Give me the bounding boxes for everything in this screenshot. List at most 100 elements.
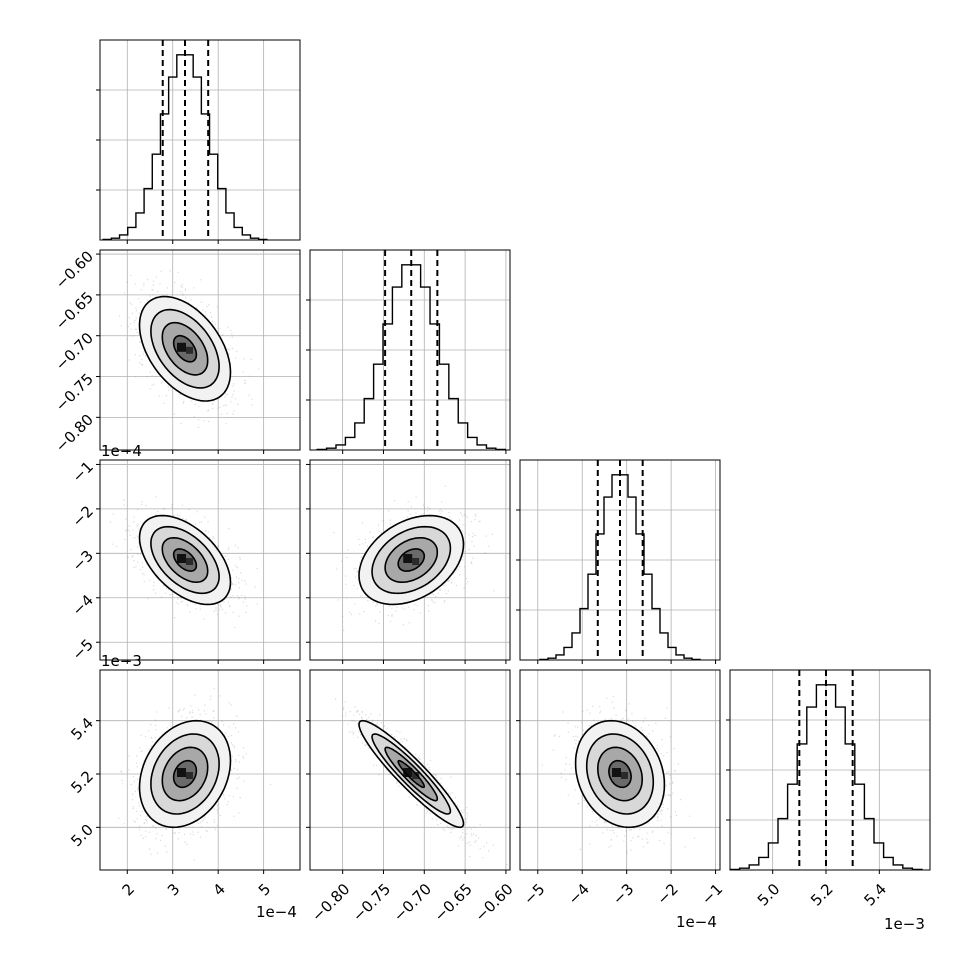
- panel-frame-3-0: [99, 669, 301, 871]
- panel-content-3-3: [730, 670, 930, 870]
- panel-content-3-2: [520, 670, 720, 870]
- contour-3-2-3: [574, 719, 666, 829]
- xtick-label-3-1: 5.2: [807, 880, 837, 910]
- x-offset-label-col-0: 1e−4: [256, 903, 297, 921]
- panel-0-0: [96, 39, 301, 244]
- xtick-label-0-0: 2: [119, 880, 138, 899]
- panel-content-3-0: [100, 670, 300, 870]
- density-peak2-3-0: [186, 772, 193, 779]
- xtick-label-2-2: −3: [609, 880, 637, 908]
- xtick-label-1-1: −0.75: [349, 880, 394, 925]
- panel-content-3-1: [310, 670, 510, 870]
- density-peak2-2-1: [412, 558, 420, 565]
- y-offset-label-row-2: 1e−3: [101, 652, 142, 670]
- panel-frame-3-3: [729, 669, 931, 871]
- x-offset-label-col-2: 1e−4: [676, 913, 717, 931]
- panel-content-2-2: [520, 460, 720, 660]
- contour-1-0-3: [138, 295, 232, 402]
- contour-2-0-0: [172, 548, 198, 572]
- contour-3-1-1: [384, 746, 439, 802]
- xtick-label-1-3: −0.65: [431, 880, 476, 925]
- contour-2-0-2: [150, 525, 220, 595]
- contour-1-0-1: [161, 321, 209, 376]
- density-peak-3-0: [177, 768, 186, 777]
- xtick-label-2-4: −1: [698, 880, 726, 908]
- xtick-label-0-3: 5: [255, 880, 274, 899]
- y-offset-label-row-1: 1e−4: [101, 442, 142, 460]
- panel-1-1: [306, 249, 511, 454]
- panel-2-0: −5 −4 −3 −2 −1: [69, 458, 301, 664]
- density-peak-3-1: [403, 768, 413, 777]
- ytick-label-2-4: −1: [69, 458, 97, 486]
- xtick-label-2-0: −5: [520, 880, 548, 908]
- panel-frame-2-2: [519, 459, 721, 661]
- contour-3-2-2: [585, 733, 655, 815]
- contour-2-1-3: [358, 514, 465, 606]
- panel-3-3: 5.0 5.2 5.4: [726, 669, 931, 910]
- contour-3-1-3: [358, 719, 465, 829]
- xtick-label-0-1: 3: [164, 880, 183, 899]
- panel-content-2-1: [310, 460, 510, 660]
- contour-3-1-0: [397, 759, 426, 789]
- xtick-label-2-1: −4: [565, 880, 593, 908]
- contour-3-0-1: [161, 746, 209, 802]
- panel-layer: −0.80−0.75−0.70−0.65−0.60−5−4−3−2−15.05.…: [52, 39, 931, 925]
- panel-content-2-0: [100, 460, 300, 660]
- ytick-label-1-2: −0.70: [52, 329, 97, 374]
- ytick-label-1-1: −0.75: [52, 370, 97, 415]
- contour-2-0-1: [161, 536, 209, 584]
- ytick-label-2-0: −5: [69, 636, 97, 664]
- xtick-label-3-0: 5.0: [754, 880, 784, 910]
- density-peak2-3-2: [621, 772, 628, 779]
- ytick-label-3-2: 5.4: [67, 714, 97, 744]
- contour-2-1-0: [397, 548, 426, 572]
- contour-3-0-3: [138, 719, 232, 829]
- contour-3-2-0: [608, 759, 632, 789]
- panel-2-1: [306, 459, 511, 664]
- panel-frame-3-2: [519, 669, 721, 871]
- density-peak2-1-0: [186, 346, 193, 354]
- ytick-label-2-3: −2: [69, 502, 97, 530]
- density-peak2-3-1: [412, 772, 420, 779]
- panel-1-0: −0.80−0.75−0.70−0.65−0.60: [52, 247, 301, 456]
- panel-content-1-0: [100, 250, 300, 450]
- panel-frame-2-1: [309, 459, 511, 661]
- density-peak-1-0: [177, 342, 186, 352]
- panel-3-2: −5 −4 −3 −2 −1: [516, 669, 726, 908]
- density-peak-2-1: [403, 554, 413, 563]
- panel-frame-2-0: [99, 459, 301, 661]
- x-offset-label-col-3: 1e−3: [884, 915, 925, 933]
- contour-3-1-2: [371, 733, 452, 815]
- contour-3-0-0: [172, 759, 198, 789]
- density-peak-2-0: [177, 554, 186, 563]
- contour-3-0-2: [150, 733, 220, 815]
- panel-frame-1-0: [99, 249, 301, 451]
- xtick-label-1-2: −0.70: [390, 880, 435, 925]
- ytick-label-3-0: 5.0: [67, 821, 97, 851]
- contour-1-0-2: [150, 308, 220, 389]
- panel-frame-3-1: [309, 669, 511, 871]
- xtick-label-2-3: −2: [653, 880, 681, 908]
- ytick-label-1-4: −0.60: [52, 247, 97, 292]
- contour-2-1-2: [371, 525, 452, 595]
- contour-2-0-3: [138, 514, 232, 606]
- contour-3-2-1: [596, 746, 644, 802]
- density-peak-3-2: [612, 768, 621, 777]
- panel-2-2: [516, 459, 721, 664]
- ytick-label-1-3: −0.65: [52, 288, 97, 333]
- panel-content-0-0: [100, 40, 300, 240]
- xtick-label-1-4: −0.60: [471, 880, 516, 925]
- ytick-label-3-1: 5.2: [67, 767, 97, 797]
- ytick-label-2-2: −3: [69, 547, 97, 575]
- xtick-label-0-2: 4: [209, 880, 228, 899]
- panel-3-0: 5.0 5.2 5.4 2 3 4 5: [67, 669, 301, 900]
- density-peak2-2-0: [186, 558, 193, 565]
- panel-content-1-1: [310, 250, 510, 450]
- xtick-label-1-0: −0.80: [308, 880, 353, 925]
- panel-frame-0-0: [99, 39, 301, 241]
- contour-1-0-0: [172, 334, 198, 363]
- contour-2-1-1: [384, 537, 439, 583]
- xtick-label-3-2: 5.4: [860, 880, 890, 910]
- panel-frame-1-1: [309, 249, 511, 451]
